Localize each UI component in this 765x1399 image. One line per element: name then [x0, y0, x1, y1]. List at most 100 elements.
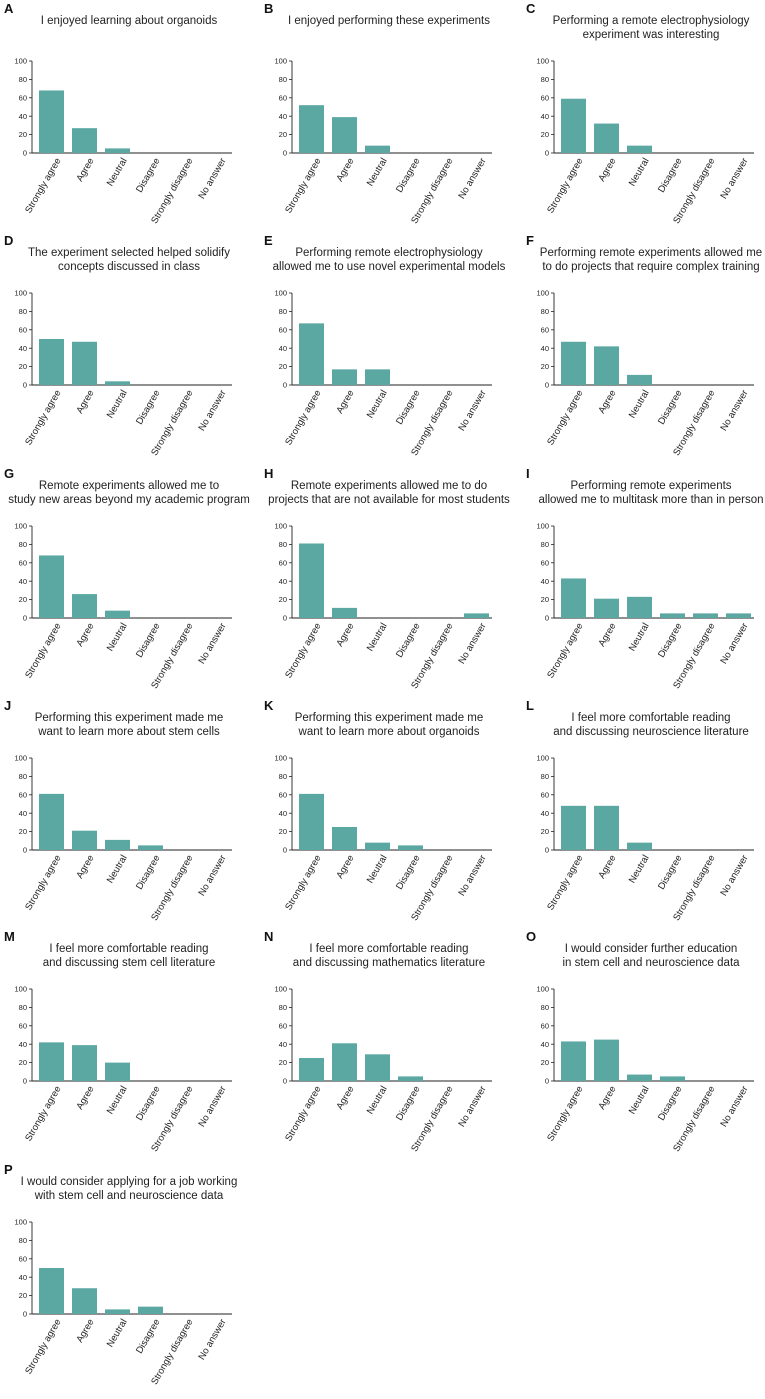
panel-h-x-label-disagree: Disagree — [394, 621, 423, 659]
panel-c: C Performing a remote electrophysiology ex… — [526, 1, 754, 226]
panel-h-letter: H — [264, 466, 273, 481]
panel-l-y-tick-label-80: 80 — [541, 772, 549, 781]
panel-h-x-label-no-answer: No answer — [456, 621, 488, 666]
panel-d-x-label-agree: Agree — [74, 388, 96, 415]
panel-k-bar-strongly-agree — [299, 793, 324, 850]
panel-c-x-label-neutral: Neutral — [627, 156, 652, 188]
panel-p-title-line-1: I would consider applying for a job work… — [21, 1176, 238, 1188]
panel-o-bar-agree — [594, 1039, 619, 1081]
panel-p-bar-agree — [72, 1288, 97, 1314]
panel-c-y-tick-label-80: 80 — [541, 75, 549, 84]
panel-c-x-label-agree: Agree — [596, 156, 618, 183]
panel-p-title-line-2: with stem cell and neuroscience data — [34, 1190, 224, 1202]
panel-b-bar-strongly-agree — [299, 105, 324, 153]
panel-e-bar-strongly-agree — [299, 323, 324, 385]
panel-e-x-label-disagree: Disagree — [394, 388, 423, 426]
panel-d-x-label-no-answer: No answer — [196, 388, 228, 433]
panel-b-x-label-agree: Agree — [334, 156, 356, 183]
panel-m-x-label-disagree: Disagree — [134, 1084, 163, 1122]
panel-n-bar-agree — [332, 1043, 357, 1081]
panel-a-x-label-strongly-agree: Strongly agree — [23, 156, 63, 215]
panel-a-letter: A — [4, 1, 14, 16]
panel-k-letter: K — [264, 698, 274, 713]
panel-e-title-line-1: Performing remote electrophysiology — [295, 247, 483, 259]
panel-o-bar-neutral — [627, 1074, 652, 1081]
panel-a-y-tick-label-20: 20 — [19, 130, 27, 139]
panel-p-bar-strongly-agree — [39, 1268, 64, 1314]
panel-n-y-tick-label-80: 80 — [279, 1003, 287, 1012]
panel-m-bar-agree — [72, 1045, 97, 1081]
panel-a-y-tick-label-100: 100 — [14, 57, 27, 66]
panel-b-bar-agree — [332, 117, 357, 153]
panel-c-x-label-no-answer: No answer — [718, 156, 750, 201]
panel-n-bar-neutral — [365, 1054, 390, 1081]
panel-m: M I feel more comfortable reading and disc… — [4, 929, 232, 1154]
panel-o-x-label-strongly-agree: Strongly agree — [545, 1084, 585, 1143]
panel-p-bar-neutral — [105, 1309, 130, 1314]
panel-p-y-tick-label-100: 100 — [14, 1218, 27, 1227]
panel-i-y-tick-label-40: 40 — [541, 577, 549, 586]
panel-i-title-line-1: Performing remote experiments — [570, 480, 731, 492]
panel-d-bar-agree — [72, 341, 97, 385]
panel-c-y-tick-label-40: 40 — [541, 112, 549, 121]
panel-a-bar-strongly-agree — [39, 90, 64, 153]
panel-g-bar-agree — [72, 594, 97, 618]
panel-i-bar-strongly-agree — [561, 578, 586, 618]
panel-a: A I enjoyed learning about organoids 0 20 40… — [4, 1, 232, 226]
panel-k-bar-neutral — [365, 842, 390, 850]
panel-k-y-tick-label-100: 100 — [274, 754, 287, 763]
panel-e-y-tick-label-40: 40 — [279, 344, 287, 353]
panel-h-y-tick-label-60: 60 — [279, 558, 287, 567]
panel-p-y-tick-label-20: 20 — [19, 1291, 27, 1300]
panel-j-x-label-strongly-agree: Strongly agree — [23, 853, 63, 912]
panel-p-x-label-disagree: Disagree — [134, 1317, 163, 1355]
panel-j-y-tick-label-60: 60 — [19, 790, 27, 799]
panel-l-y-tick-label-100: 100 — [536, 754, 549, 763]
panel-m-title-line-2: and discussing stem cell literature — [43, 957, 216, 969]
panel-f-bar-neutral — [627, 374, 652, 385]
panel-f-title-line-1: Performing remote experiments allowed me — [540, 247, 762, 259]
panel-g-y-tick-label-40: 40 — [19, 577, 27, 586]
panel-e-bar-agree — [332, 369, 357, 385]
panel-c-x-label-disagree: Disagree — [656, 156, 685, 194]
panel-o-y-tick-label-20: 20 — [541, 1058, 549, 1067]
panel-o-title-line-2: in stem cell and neuroscience data — [562, 957, 740, 969]
panel-p-x-label-agree: Agree — [74, 1317, 96, 1344]
panel-c-bar-strongly-agree — [561, 98, 586, 153]
panel-b-x-label-strongly-agree: Strongly agree — [283, 156, 323, 215]
panel-p-x-label-neutral: Neutral — [105, 1317, 130, 1349]
panel-e: E Performing remote electrophysiology allo… — [264, 233, 506, 458]
panel-n-y-tick-label-40: 40 — [279, 1040, 287, 1049]
panel-c-title-line-1: Performing a remote electrophysiology — [553, 15, 750, 27]
panel-a-x-label-neutral: Neutral — [105, 156, 130, 188]
panel-o-x-label-agree: Agree — [596, 1084, 618, 1111]
panel-o: O I would consider further education in st… — [526, 929, 754, 1154]
panel-g-x-label-no-answer: No answer — [196, 621, 228, 666]
panel-m-y-tick-label-40: 40 — [19, 1040, 27, 1049]
panel-h-x-label-strongly-agree: Strongly agree — [283, 621, 323, 680]
panel-b-y-tick-label-20: 20 — [279, 130, 287, 139]
panel-l-bar-neutral — [627, 842, 652, 850]
panel-b-bar-neutral — [365, 145, 390, 153]
panel-h-y-tick-label-100: 100 — [274, 522, 287, 531]
panel-l-bar-strongly-agree — [561, 805, 586, 850]
panel-k-y-tick-label-40: 40 — [279, 809, 287, 818]
panel-l-x-label-agree: Agree — [596, 853, 618, 880]
panel-a-y-tick-label-40: 40 — [19, 112, 27, 121]
panel-b-y-tick-label-80: 80 — [279, 75, 287, 84]
panel-a-y-tick-label-0: 0 — [23, 149, 27, 158]
panel-n-x-label-strongly-agree: Strongly agree — [283, 1084, 323, 1143]
panel-d-title-line-2: concepts discussed in class — [58, 261, 200, 273]
panel-d-y-tick-label-60: 60 — [19, 325, 27, 334]
panel-e-y-tick-label-0: 0 — [283, 381, 287, 390]
panel-g-y-tick-label-20: 20 — [19, 595, 27, 604]
panel-j-y-tick-label-40: 40 — [19, 809, 27, 818]
panel-o-y-tick-label-40: 40 — [541, 1040, 549, 1049]
panel-o-y-tick-label-60: 60 — [541, 1021, 549, 1030]
panel-n-x-label-disagree: Disagree — [394, 1084, 423, 1122]
panel-l-x-label-no-answer: No answer — [718, 853, 750, 898]
panel-i-bar-no-answer — [726, 613, 751, 618]
panel-a-bar-agree — [72, 128, 97, 153]
panel-e-title-line-2: allowed me to use novel experimental mod… — [273, 261, 506, 273]
